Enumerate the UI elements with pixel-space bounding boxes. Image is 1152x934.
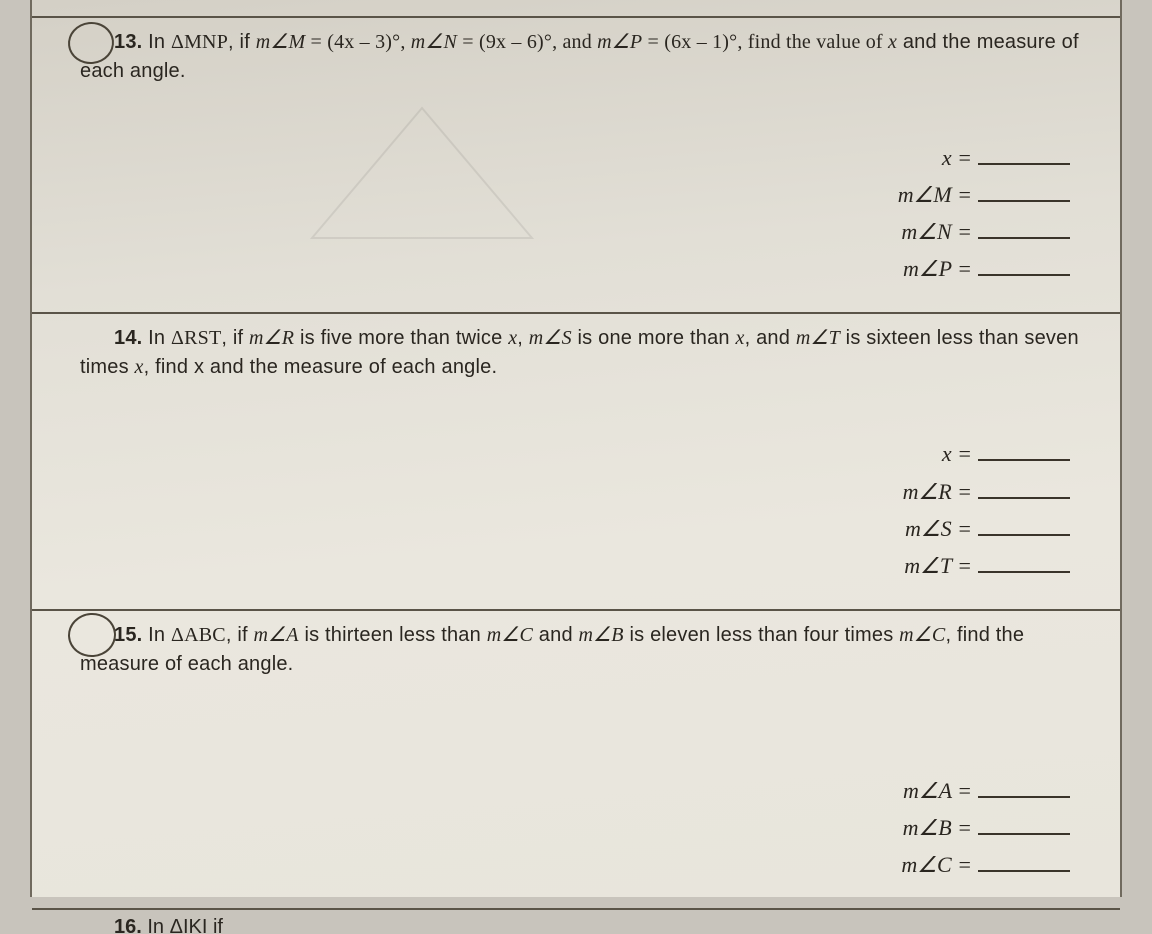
- answer-row: m∠S =: [32, 513, 1070, 542]
- eq: = (4x – 3)°,: [305, 31, 410, 53]
- answer-label: m∠P =: [903, 256, 972, 281]
- answer-row: x =: [32, 142, 1070, 171]
- problem-number: 16.: [114, 916, 142, 934]
- angle-expr: m∠C: [899, 624, 945, 646]
- problem-14-header: 14. In ΔRST, if m∠R is five more than tw…: [32, 314, 1120, 390]
- angle-expr: m∠S: [529, 327, 572, 349]
- answer-blank[interactable]: [978, 775, 1070, 798]
- partial-problem-top: [32, 0, 1120, 18]
- answer-blank[interactable]: [978, 253, 1070, 276]
- answer-label: m∠T =: [904, 553, 972, 578]
- text: In ΔIKI if: [147, 916, 223, 934]
- angle-expr: m∠M: [256, 31, 306, 53]
- text: , and: [745, 327, 796, 349]
- answer-row: m∠P =: [32, 253, 1070, 282]
- answer-label: m∠R =: [903, 479, 972, 504]
- answer-label: x =: [942, 145, 972, 170]
- answer-label: m∠A =: [903, 778, 972, 803]
- answer-row: m∠M =: [32, 179, 1070, 208]
- answer-label: m∠M =: [898, 182, 972, 207]
- text: and: [533, 624, 578, 646]
- eq: = (9x – 6)°, and: [457, 31, 597, 53]
- angle-expr: m∠C: [487, 624, 533, 646]
- problem-15-header: 15. In ΔABC, if m∠A is thirteen less tha…: [32, 611, 1120, 687]
- angle-expr: m∠N: [411, 31, 457, 53]
- triangle-name: ΔMNP: [171, 31, 228, 53]
- answer-blank[interactable]: [978, 475, 1070, 498]
- problem-14-answers: x = m∠R = m∠S = m∠T =: [32, 390, 1120, 608]
- answer-blank[interactable]: [978, 849, 1070, 872]
- problem-15-answers: m∠A = m∠B = m∠C =: [32, 687, 1120, 908]
- angle-expr: m∠T: [796, 327, 840, 349]
- var: x: [135, 356, 144, 378]
- angle-expr: m∠B: [579, 624, 624, 646]
- angle-expr: m∠A: [253, 624, 298, 646]
- answer-row: m∠C =: [32, 849, 1070, 878]
- text: In: [148, 624, 171, 646]
- text: , if: [226, 624, 254, 646]
- problem-13-header: 13. In ΔMNP, if m∠M = (4x – 3)°, m∠N = (…: [32, 18, 1120, 94]
- text: ,: [517, 327, 529, 349]
- problem-14: 14. In ΔRST, if m∠R is five more than tw…: [32, 312, 1120, 608]
- var: x: [735, 327, 744, 349]
- triangle-name: ΔRST: [171, 327, 221, 349]
- problem-13: 13. In ΔMNP, if m∠M = (4x – 3)°, m∠N = (…: [32, 18, 1120, 312]
- answer-label: m∠C =: [901, 852, 972, 877]
- answer-blank[interactable]: [978, 142, 1070, 165]
- answer-blank[interactable]: [978, 179, 1070, 202]
- answer-label: x =: [942, 441, 972, 466]
- answer-blank[interactable]: [978, 550, 1070, 573]
- text: , if: [221, 327, 249, 349]
- text: is eleven less than four times: [624, 624, 899, 646]
- worksheet-page: 13. In ΔMNP, if m∠M = (4x – 3)°, m∠N = (…: [30, 0, 1122, 897]
- answer-row: m∠N =: [32, 216, 1070, 245]
- problem-15: 15. In ΔABC, if m∠A is thirteen less tha…: [32, 609, 1120, 908]
- text: is thirteen less than: [299, 624, 487, 646]
- problem-16-partial: 16. In ΔIKI if: [32, 908, 1120, 934]
- text: , find x and the measure of each angle.: [144, 356, 498, 378]
- var: x: [888, 31, 897, 53]
- answer-label: m∠B =: [903, 815, 972, 840]
- angle-expr: m∠R: [249, 327, 294, 349]
- answer-blank[interactable]: [978, 812, 1070, 835]
- text: , if: [228, 31, 256, 53]
- text: is one more than: [572, 327, 736, 349]
- eq: = (6x – 1)°, find the value of: [642, 31, 888, 53]
- angle-expr: m∠P: [597, 31, 642, 53]
- answer-blank[interactable]: [978, 216, 1070, 239]
- answer-row: m∠R =: [32, 475, 1070, 504]
- text: is five more than twice: [294, 327, 508, 349]
- text: In: [148, 327, 171, 349]
- problem-number: 14.: [114, 327, 142, 349]
- problem-number: 13.: [114, 31, 142, 53]
- answer-row: m∠T =: [32, 550, 1070, 579]
- answer-row: m∠B =: [32, 812, 1070, 841]
- answer-row: x =: [32, 438, 1070, 467]
- triangle-name: ΔABC: [171, 624, 226, 646]
- answer-label: m∠N =: [901, 219, 972, 244]
- answer-row: m∠A =: [32, 775, 1070, 804]
- problem-number: 15.: [114, 624, 142, 646]
- text: In: [148, 31, 171, 53]
- answer-label: m∠S =: [905, 516, 972, 541]
- problem-13-answers: x = m∠M = m∠N = m∠P =: [32, 94, 1120, 312]
- var: x: [508, 327, 517, 349]
- answer-blank[interactable]: [978, 513, 1070, 536]
- answer-blank[interactable]: [978, 438, 1070, 461]
